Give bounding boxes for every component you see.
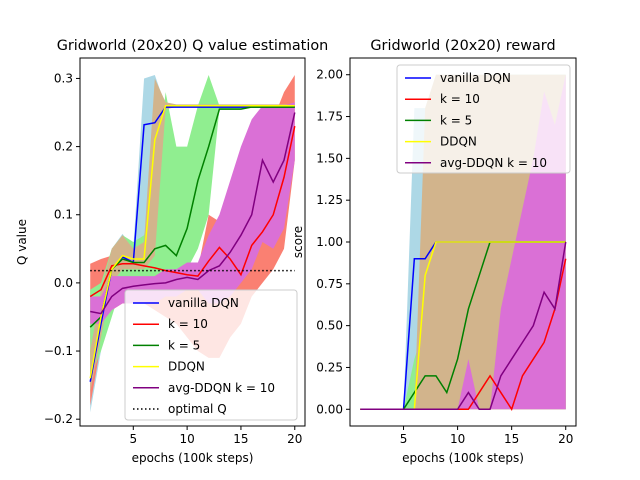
y-axis-label: Q value (15, 219, 29, 265)
chart-title: Gridworld (20x20) Q value estimation (57, 38, 329, 54)
x-tick-label: 5 (129, 432, 137, 446)
x-axis-label: epochs (100k steps) (132, 451, 254, 465)
x-tick-label: 15 (233, 432, 248, 446)
legend-label-vanilla-dqn: vanilla DQN (440, 71, 511, 85)
legend: vanilla DQN k = 10 k = 5 DDQN avg-DDQN k = 1… (124, 289, 298, 421)
axes-box (79, 57, 306, 427)
y-tick-label: −0.1 (44, 344, 73, 358)
axes-frame (79, 57, 306, 427)
x-tick-label: 10 (179, 432, 194, 446)
y-tick-label: 0.2 (54, 140, 73, 154)
y-axis-label: score (291, 226, 305, 258)
series-line-avg-ddqn-k-10 (90, 112, 296, 315)
series-line-avg-ddqn-k-10 (360, 241, 567, 411)
chart-title: Gridworld (20x20) reward (370, 38, 555, 54)
q-value-chart: 5 10 15 20 −0.2 −0.1 0.0 0.1 0.2 0.3 Gridworld (20… (15, 38, 328, 465)
legend-label-k-5: k = 5 (440, 113, 472, 127)
y-tick-label: 0.25 (316, 360, 343, 374)
x-tick-label: 10 (450, 432, 465, 446)
y-tick-label: −0.2 (44, 412, 73, 426)
y-tick-label: 2.00 (316, 68, 343, 82)
y-tick-label: 1.25 (316, 193, 343, 207)
series-line-ddqn (89, 104, 295, 379)
legend-label-k-10: k = 10 (168, 317, 208, 331)
legend-box (396, 64, 571, 174)
series-line-k-5 (89, 106, 295, 328)
legend-label-vanilla-dqn: vanilla DQN (168, 296, 239, 310)
x-tick-label: 20 (558, 432, 573, 446)
legend-label-optimal-q: optimal Q (168, 402, 227, 416)
legend-box (124, 289, 298, 421)
series-line-k-10 (89, 125, 296, 298)
y-tick-label: 0.3 (54, 71, 73, 85)
x-tick-label: 15 (504, 432, 519, 446)
x-axis-label: epochs (100k steps) (402, 451, 524, 465)
legend-label-ddqn: DDQN (440, 135, 477, 149)
x-tick-label: 5 (400, 432, 408, 446)
y-tick-label: 1.00 (316, 235, 343, 249)
legend-label-avg-ddqn-k-10: avg-DDQN k = 10 (168, 381, 275, 395)
legend-label-k-5: k = 5 (168, 338, 200, 352)
band-avg-ddqn-k-10 (360, 74, 566, 410)
y-tick-label: 0.00 (316, 402, 343, 416)
y-tick-label: 0.50 (316, 319, 343, 333)
legend-label-avg-ddqn-k-10: avg-DDQN k = 10 (440, 156, 547, 170)
x-tick-label: 20 (287, 432, 302, 446)
y-tick-label: 1.50 (316, 151, 343, 165)
legend-label-ddqn: DDQN (168, 360, 205, 374)
legend: vanilla DQN k = 10 k = 5 DDQN avg-DDQN k = 1… (396, 64, 571, 174)
y-tick-label: 0.0 (54, 276, 73, 290)
y-tick-label: 0.1 (54, 208, 73, 222)
legend-label-k-10: k = 10 (440, 92, 480, 106)
band-k-5 (90, 75, 295, 379)
reward-chart: 5 10 15 20 0.00 0.25 0.50 0.75 1.00 1.25 1.50 1.75 2… (291, 38, 577, 465)
y-tick-label: 1.75 (316, 110, 343, 124)
y-tick-label: 0.75 (316, 277, 343, 291)
